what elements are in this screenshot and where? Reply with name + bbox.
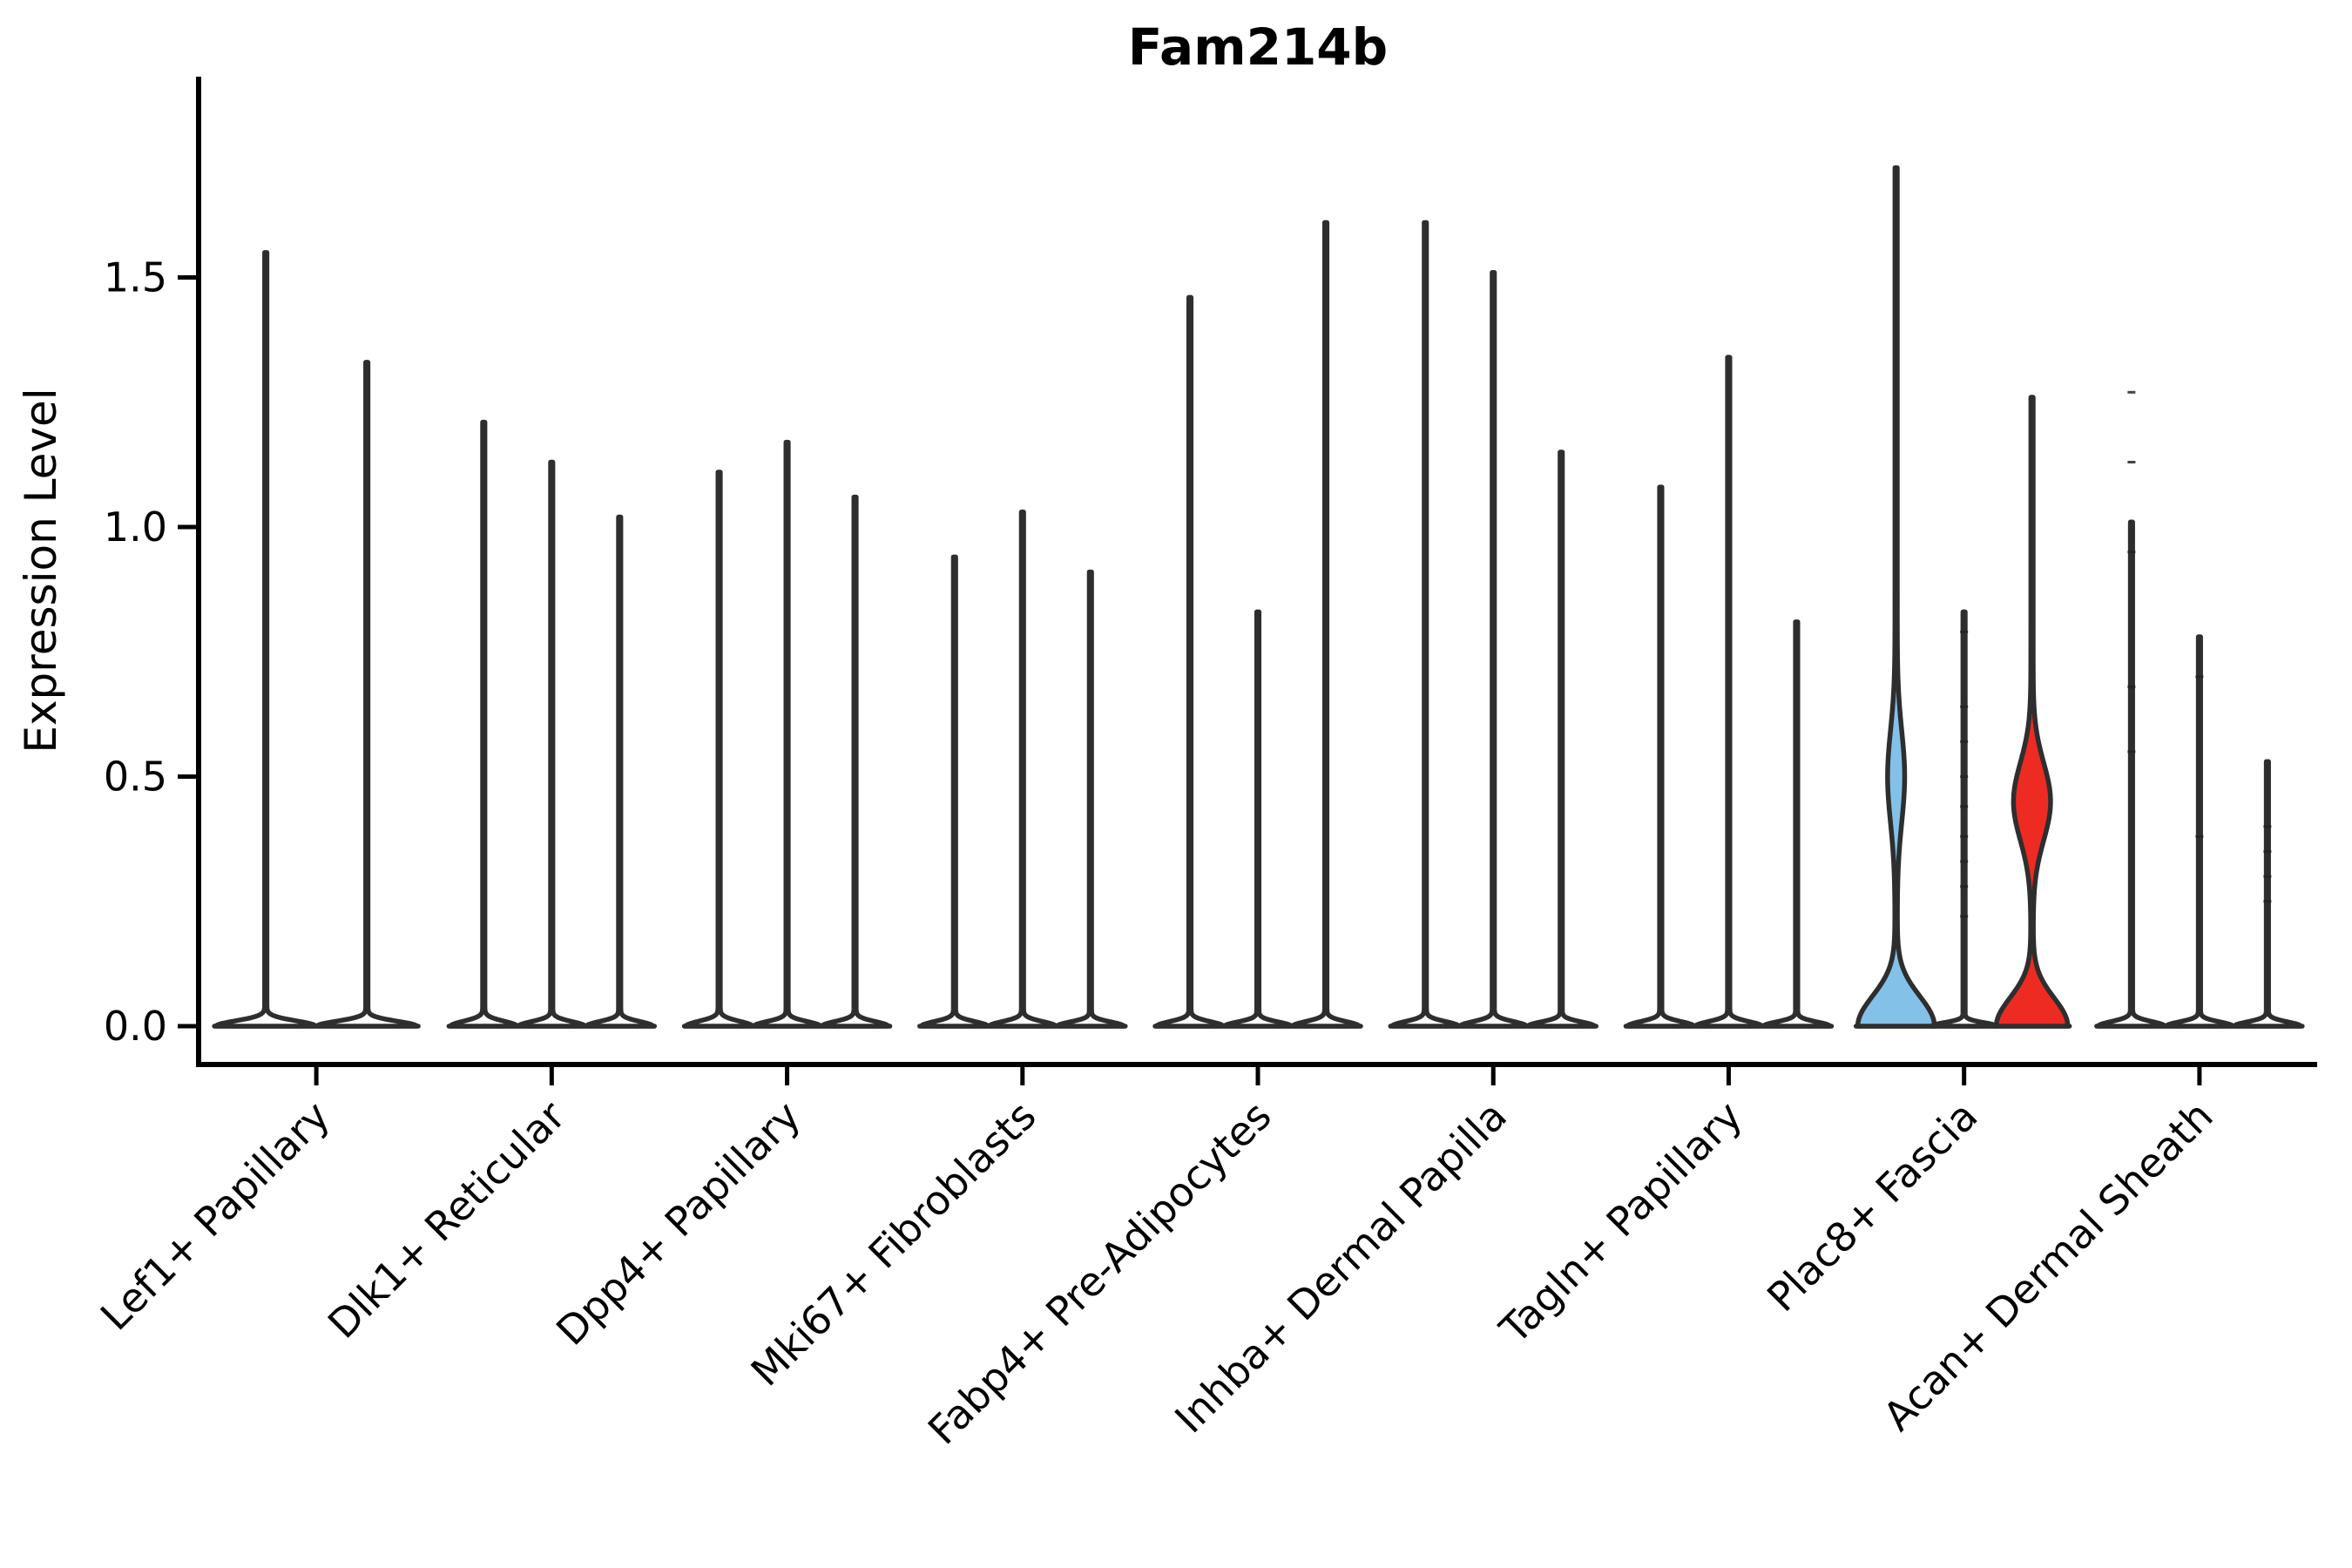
data-point-dash — [2127, 461, 2136, 464]
violin-tagln-papillary-1 — [1625, 484, 1697, 1029]
data-point-dash — [1960, 775, 1969, 778]
violin-lef1-papillary-1 — [213, 250, 318, 1029]
violin-lef1-papillary-2 — [314, 360, 419, 1029]
violin-tagln-papillary-2 — [1693, 355, 1765, 1029]
violin-tagln-papillary-3 — [1761, 619, 1833, 1029]
chart-title: Fam214b — [1128, 17, 1388, 77]
violin-acan-dermal-sheath-1 — [2096, 519, 2167, 1029]
violin-dlk1-reticular-1 — [448, 419, 520, 1029]
data-point-dash — [1960, 885, 1969, 889]
data-point-dash — [1960, 805, 1969, 808]
data-point-dash — [2195, 675, 2204, 679]
data-point-dash — [2127, 685, 2136, 688]
y-tick-label: 1.0 — [104, 504, 167, 551]
violin-dpp4-papillary-2 — [751, 439, 823, 1029]
violin-inhba-dermal-papilla-1 — [1389, 220, 1461, 1029]
data-point-dash — [2263, 875, 2272, 878]
data-point-dash — [1960, 835, 1969, 838]
violin-fabp4-pre-adipocytes-3 — [1290, 220, 1362, 1029]
data-point-dash — [2195, 835, 2204, 838]
data-point-dash — [2127, 551, 2136, 554]
data-point-dash — [2127, 390, 2136, 394]
data-point-dash — [1960, 860, 1969, 863]
y-axis-label: Expression Level — [16, 388, 66, 753]
violin-acan-dermal-sheath-3 — [2232, 759, 2303, 1029]
data-point-dash — [2263, 849, 2272, 853]
violin-inhba-dermal-papilla-2 — [1457, 270, 1529, 1029]
violin-inhba-dermal-papilla-3 — [1525, 449, 1597, 1029]
data-point-dash — [1960, 740, 1969, 743]
violin-mki67-fibroblasts-2 — [987, 510, 1058, 1029]
violin-fabp4-pre-adipocytes-1 — [1154, 294, 1226, 1029]
violin-plac8-fascia-2 — [1929, 609, 1999, 1029]
data-point-dash — [2263, 900, 2272, 903]
violin-plac8-fascia-3 — [1993, 395, 2071, 1029]
y-tick-label: 0.5 — [104, 754, 167, 801]
data-point-dash — [1960, 705, 1969, 708]
violin-mki67-fibroblasts-1 — [919, 554, 990, 1029]
data-point-dash — [1960, 630, 1969, 633]
violin-plac8-fascia-1 — [1855, 165, 1937, 1029]
data-point-dash — [2263, 825, 2272, 828]
violin-dlk1-reticular-3 — [584, 514, 656, 1029]
violin-dpp4-papillary-1 — [683, 470, 755, 1029]
data-point-dash — [1960, 915, 1969, 918]
violin-acan-dermal-sheath-2 — [2164, 634, 2235, 1029]
y-tick-label: 0.0 — [104, 1003, 167, 1050]
violin-mki67-fibroblasts-3 — [1055, 569, 1126, 1029]
y-tick-label: 1.5 — [104, 254, 167, 301]
violin-dlk1-reticular-2 — [516, 459, 588, 1029]
violin-dpp4-papillary-3 — [819, 494, 891, 1029]
violin-fabp4-pre-adipocytes-2 — [1222, 609, 1294, 1029]
data-point-dash — [2127, 750, 2136, 754]
